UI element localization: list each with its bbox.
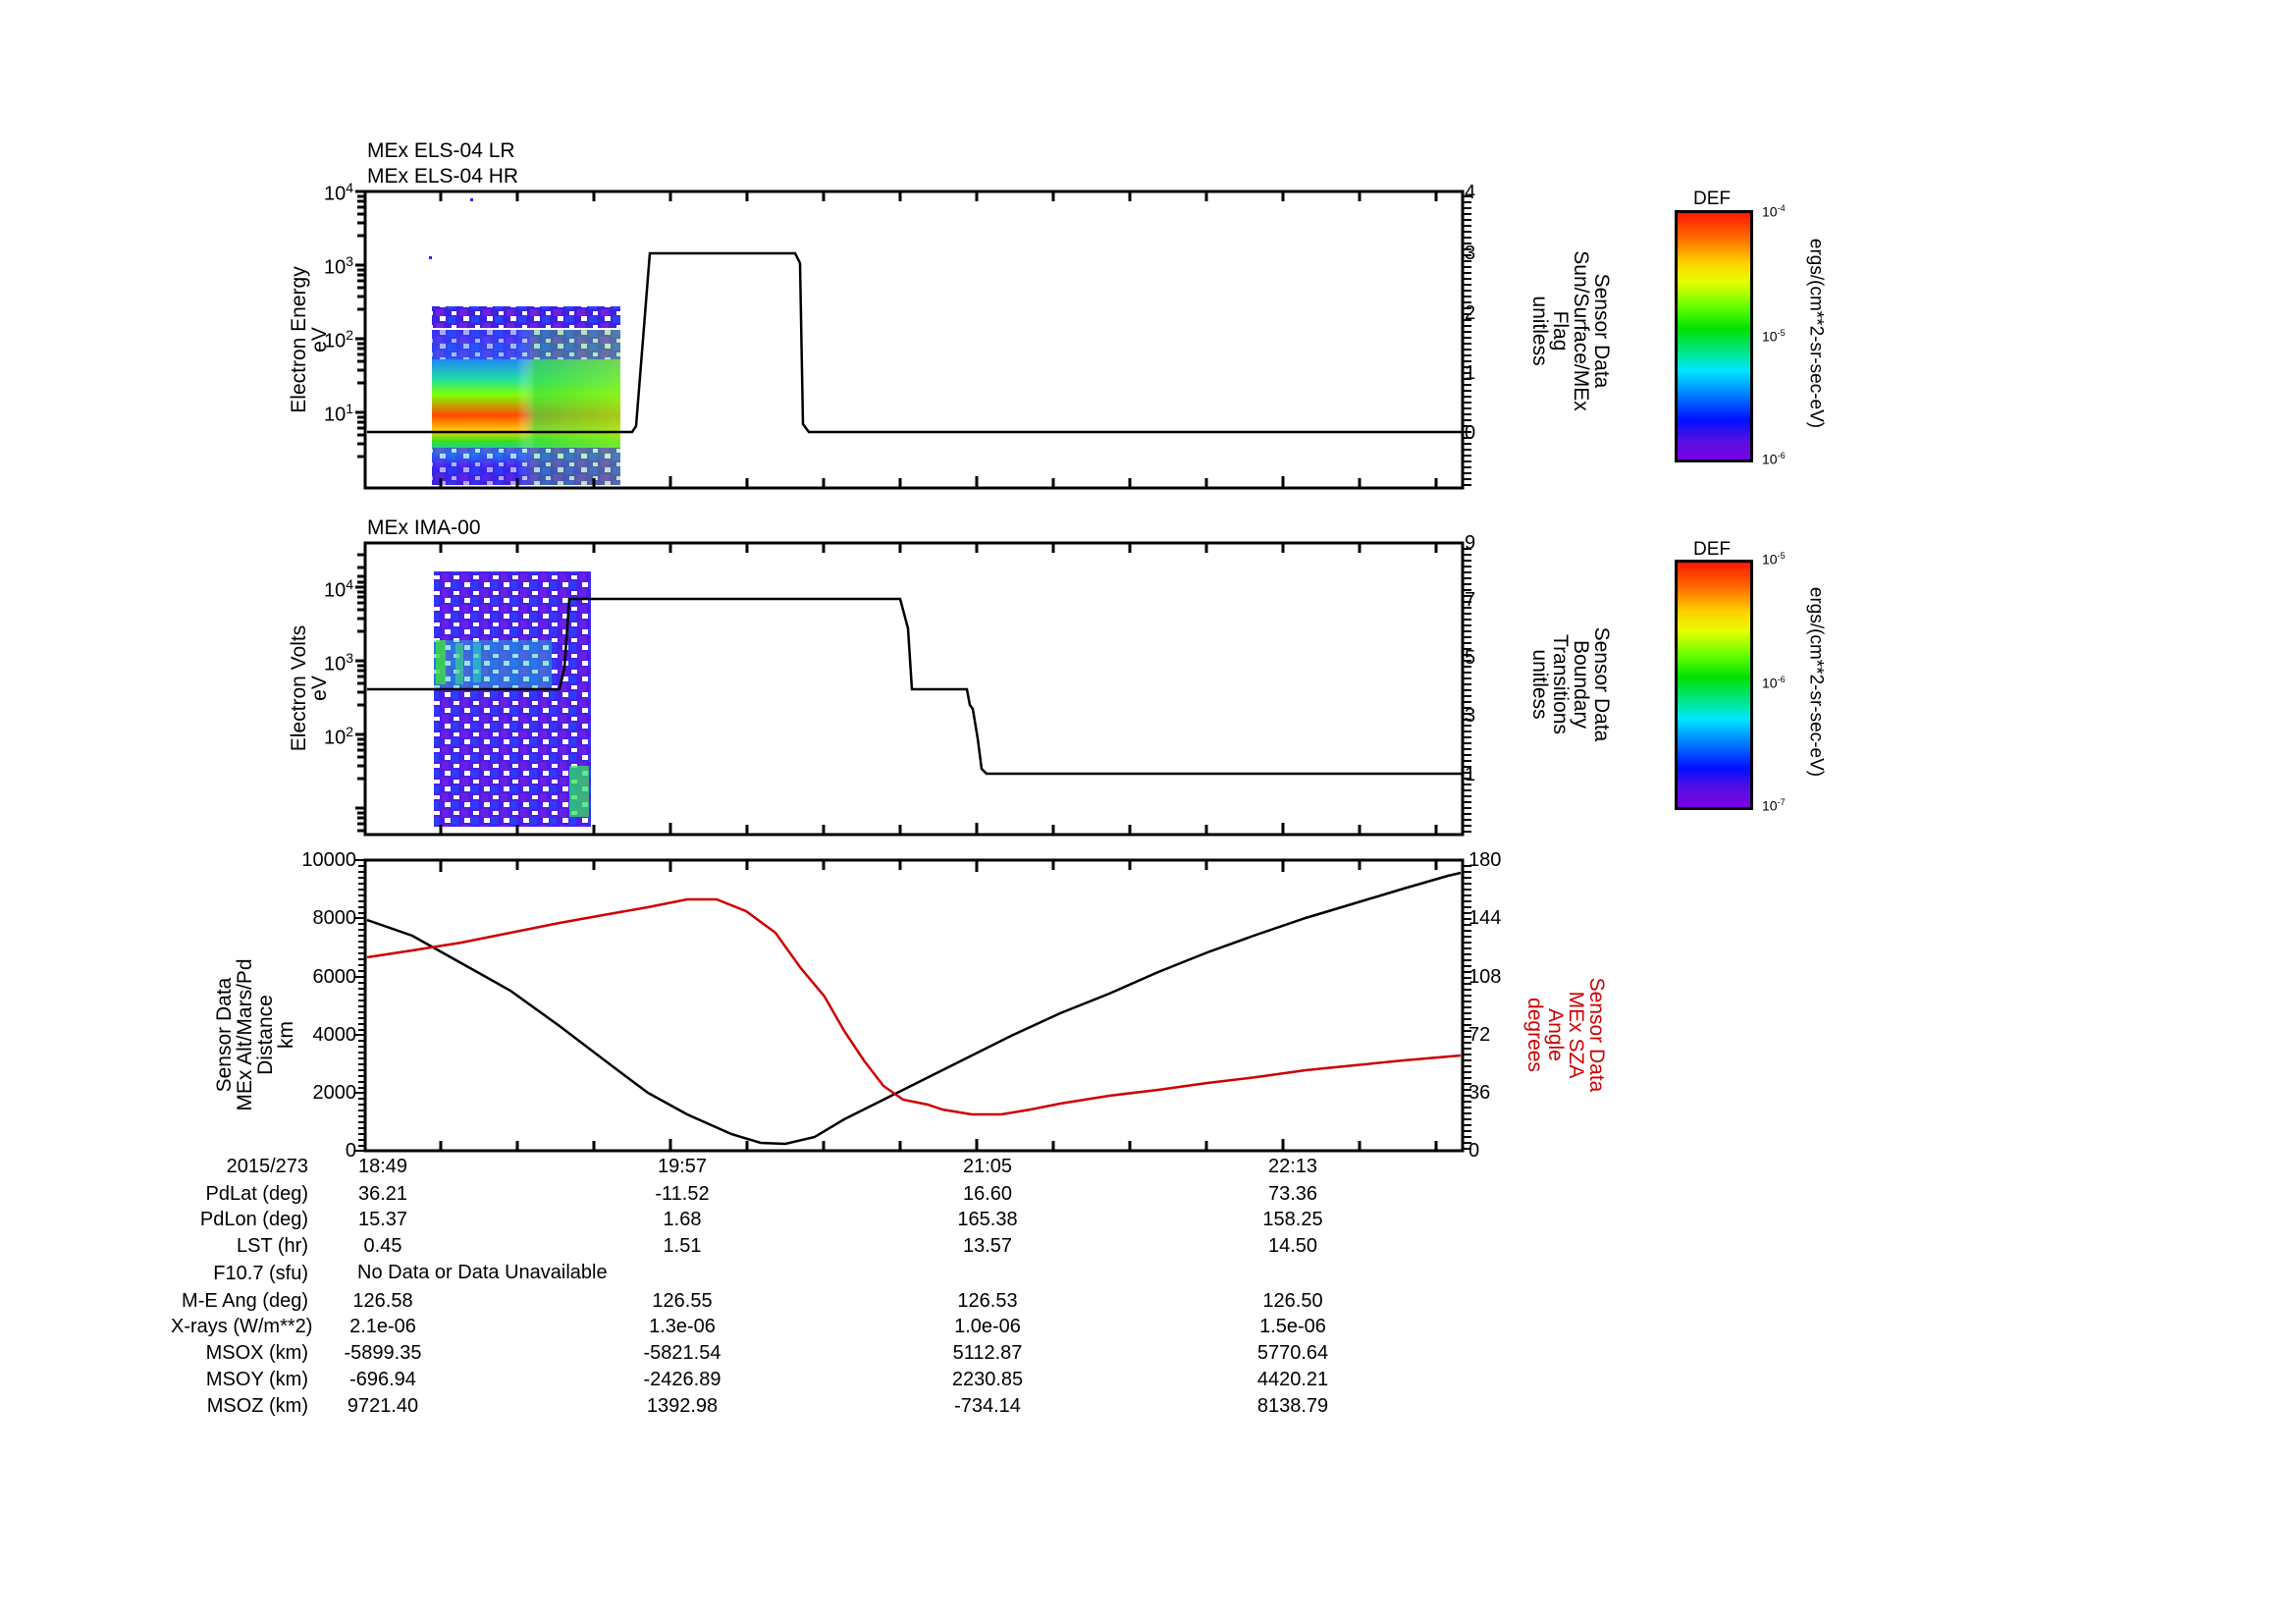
colorbar2 xyxy=(1675,560,1753,810)
panel2-rtick: 7 xyxy=(1465,589,1476,611)
colorbar2-top-label: 10-5 xyxy=(1762,551,1786,568)
panel3-left-ticks xyxy=(355,859,365,1152)
panel2-rtick: 1 xyxy=(1465,764,1476,785)
ephem-label-f107: F10.7 (sfu) xyxy=(213,1263,308,1284)
ephem-value: 8138.79 xyxy=(1256,1395,1329,1417)
ephem-time: 21:05 xyxy=(962,1156,1013,1177)
ephem-value: 158.25 xyxy=(1262,1209,1323,1230)
panel3-distance-line xyxy=(366,871,1462,1146)
ephem-value: -2426.89 xyxy=(643,1369,721,1390)
panel1-flag-line xyxy=(367,251,1462,434)
ephem-value: 1.51 xyxy=(663,1235,702,1257)
panel2-spectrogram xyxy=(434,571,591,827)
panel1-rtick: 3 xyxy=(1465,243,1476,264)
panel3-ytick: 4000 xyxy=(312,1024,357,1046)
panel2-boundary-line xyxy=(367,597,1462,776)
ephem-label-msoz: MSOZ (km) xyxy=(206,1395,308,1417)
panel2-ytick-1e4: 104 xyxy=(324,576,354,602)
panel1-ytick-1e3: 103 xyxy=(324,253,354,279)
ephem-value: 1.3e-06 xyxy=(649,1316,716,1337)
ephem-value: 1.68 xyxy=(663,1209,702,1230)
panel2-ytick-1e3: 103 xyxy=(324,650,354,676)
colorbar2-bottom-label: 10-7 xyxy=(1762,797,1786,814)
ephem-value: 36.21 xyxy=(357,1183,408,1205)
ephem-value: 0.45 xyxy=(363,1235,402,1257)
panel3-rtick: 72 xyxy=(1468,1024,1491,1046)
ephem-label-lst: LST (hr) xyxy=(237,1235,308,1257)
ephem-value: 16.60 xyxy=(962,1183,1013,1205)
ephem-value: -5821.54 xyxy=(643,1342,721,1364)
ephem-value: 165.38 xyxy=(957,1209,1018,1230)
ephem-value: 15.37 xyxy=(357,1209,408,1230)
ephem-label-date: 2015/273 xyxy=(226,1156,308,1177)
ephem-value: 2230.85 xyxy=(951,1369,1024,1390)
ephem-time: 19:57 xyxy=(657,1156,708,1177)
colorbar1-mid-label: 10-5 xyxy=(1762,328,1786,345)
panel3-ytick: 10000 xyxy=(301,849,356,871)
panel3-sza-line xyxy=(366,897,1462,1116)
panel2-ytick-1e2: 102 xyxy=(324,724,354,749)
ephem-value: 5112.87 xyxy=(952,1342,1023,1364)
colorbar1 xyxy=(1675,210,1753,462)
ephem-value: 4420.21 xyxy=(1256,1369,1329,1390)
ephem-value: 1.0e-06 xyxy=(954,1316,1021,1337)
panel3-ytick: 2000 xyxy=(312,1082,357,1104)
panel2-rtick: 5 xyxy=(1465,647,1476,669)
ephem-value: -5899.35 xyxy=(344,1342,422,1364)
ephem-label-msox: MSOX (km) xyxy=(205,1342,308,1364)
panel1-rtick: 4 xyxy=(1465,182,1476,203)
ephem-value: 126.53 xyxy=(957,1290,1018,1312)
ephem-value: 126.55 xyxy=(652,1290,713,1312)
ephem-f107-note: No Data or Data Unavailable xyxy=(357,1262,608,1283)
ephem-value: 126.50 xyxy=(1262,1290,1323,1312)
ephem-value: -11.52 xyxy=(655,1183,710,1205)
panel3-rtick: 0 xyxy=(1468,1140,1480,1162)
ephem-value: 14.50 xyxy=(1267,1235,1318,1257)
panel1-spectrogram xyxy=(429,198,620,485)
panel3-ytick: 0 xyxy=(345,1140,356,1162)
panel3-ytick: 6000 xyxy=(312,966,357,988)
ephem-value: 1.5e-06 xyxy=(1259,1316,1326,1337)
colorbar2-mid-label: 10-6 xyxy=(1762,675,1786,691)
panel3-rtick: 36 xyxy=(1468,1082,1491,1104)
panel2-rtick: 3 xyxy=(1465,705,1476,727)
ephem-value: -696.94 xyxy=(349,1369,416,1390)
panel2-title: MEx IMA-00 xyxy=(367,516,481,539)
ephem-value: 1392.98 xyxy=(646,1395,719,1417)
panel1-title-hr: MEx ELS-04 HR xyxy=(367,165,519,188)
colorbar1-bottom-label: 10-6 xyxy=(1762,451,1786,467)
colorbar1-top-label: 10-4 xyxy=(1762,203,1786,220)
ephem-value: 73.36 xyxy=(1267,1183,1318,1205)
ephem-time: 18:49 xyxy=(357,1156,408,1177)
panel3-ytick: 8000 xyxy=(312,907,357,929)
ephem-value: 13.57 xyxy=(962,1235,1013,1257)
panel2-rtick: 9 xyxy=(1465,532,1476,554)
panel1-left-ticks xyxy=(355,189,365,459)
panel1-title-lr: MEx ELS-04 LR xyxy=(367,139,515,162)
panel1-ytick-1e2: 102 xyxy=(324,327,354,352)
panel1-ytick-1e1: 101 xyxy=(324,401,354,426)
ephem-value: 2.1e-06 xyxy=(349,1316,416,1337)
ephem-value: -734.14 xyxy=(954,1395,1021,1417)
ephem-value: 126.58 xyxy=(352,1290,413,1312)
ephem-label-msoy: MSOY (km) xyxy=(205,1369,308,1390)
ephem-value: 5770.64 xyxy=(1256,1342,1329,1364)
panel1-ytick-1e4: 104 xyxy=(324,180,354,205)
ephem-time: 22:13 xyxy=(1267,1156,1318,1177)
ephem-label-pdlat: PdLat (deg) xyxy=(205,1183,308,1205)
colorbar1-title: DEF xyxy=(1693,189,1731,209)
panel3-rtick: 144 xyxy=(1468,907,1502,929)
ephem-label-xrays: X-rays (W/m**2) xyxy=(171,1316,313,1337)
panel3-rtick: 180 xyxy=(1468,849,1502,871)
colorbar2-title: DEF xyxy=(1693,539,1731,560)
panel2-left-ticks xyxy=(355,553,365,833)
ephem-label-pdlon: PdLon (deg) xyxy=(199,1209,308,1230)
right-axis-ticks xyxy=(1463,195,1471,1150)
panel3-rtick: 108 xyxy=(1468,966,1502,988)
ephem-value: 9721.40 xyxy=(347,1395,419,1417)
x-ticks xyxy=(439,191,1438,1151)
ephem-label-meang: M-E Ang (deg) xyxy=(182,1290,308,1312)
